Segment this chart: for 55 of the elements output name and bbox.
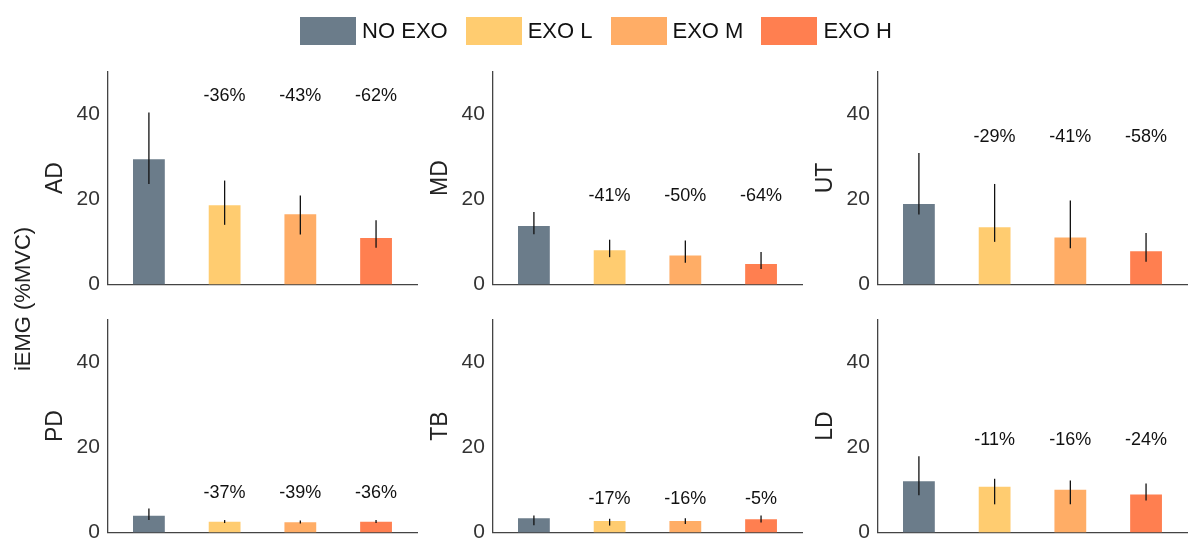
y-axis-title: TB <box>426 411 453 441</box>
annotation: -17% <box>588 488 631 509</box>
annotation: -41% <box>588 185 631 206</box>
y-axis-title: PD <box>41 410 68 442</box>
y-tick-label: 0 <box>858 271 870 295</box>
y-tick-label: 40 <box>846 100 870 124</box>
annotation: -11% <box>974 429 1015 450</box>
y-axis-title: AD <box>41 162 68 194</box>
text: iEMG (%MVC) <box>10 226 36 372</box>
y-tick-label: 20 <box>846 434 870 458</box>
annotation: -58% <box>1125 125 1168 146</box>
y-tick-label: 0 <box>473 271 485 295</box>
y-tick-label: 40 <box>461 100 485 124</box>
y-tick-label: 20 <box>846 186 870 210</box>
annotation: -36% <box>203 85 246 106</box>
bar <box>360 238 392 285</box>
annotation: -50% <box>664 185 707 206</box>
y-tick-label: 20 <box>461 186 485 210</box>
bar <box>1054 237 1087 285</box>
y-tick-label: 0 <box>858 519 870 543</box>
y-tick-label: 40 <box>846 348 870 372</box>
annotation: -37% <box>203 481 246 502</box>
annotation: -16% <box>1049 429 1092 450</box>
bar <box>903 203 935 285</box>
annotation: -62% <box>355 85 398 106</box>
bar <box>284 214 317 285</box>
y-tick-label: 20 <box>76 434 100 458</box>
annotation: -39% <box>279 481 322 502</box>
legend-label: NO EXO <box>362 17 448 44</box>
bar <box>978 227 1011 285</box>
annotation: -24% <box>1125 429 1168 450</box>
y-tick-label: 0 <box>473 519 485 543</box>
y-tick-label: 40 <box>76 100 100 124</box>
y-tick-label: 40 <box>461 348 485 372</box>
bar <box>1130 251 1162 285</box>
legend-label: EXO M <box>672 17 744 44</box>
legend-label: EXO L <box>527 17 593 44</box>
y-axis-title: LD <box>811 411 838 441</box>
bar <box>208 205 241 285</box>
annotation: -16% <box>664 488 707 509</box>
y-tick-label: 20 <box>461 434 485 458</box>
y-tick-label: 40 <box>76 348 100 372</box>
y-tick-label: 0 <box>88 519 100 543</box>
y-tick-label: 0 <box>88 271 100 295</box>
y-axis-title: UT <box>811 162 838 194</box>
annotation: -5% <box>745 488 778 509</box>
legend-label: EXO H <box>823 17 892 44</box>
annotation: -43% <box>279 85 322 106</box>
annotation: -64% <box>740 185 783 206</box>
y-axis-title: MD <box>426 160 453 196</box>
annotation: -41% <box>1049 125 1092 146</box>
y-tick-label: 20 <box>76 186 100 210</box>
bar <box>133 159 165 285</box>
annotation: -29% <box>973 125 1016 146</box>
annotation: -36% <box>355 481 398 502</box>
